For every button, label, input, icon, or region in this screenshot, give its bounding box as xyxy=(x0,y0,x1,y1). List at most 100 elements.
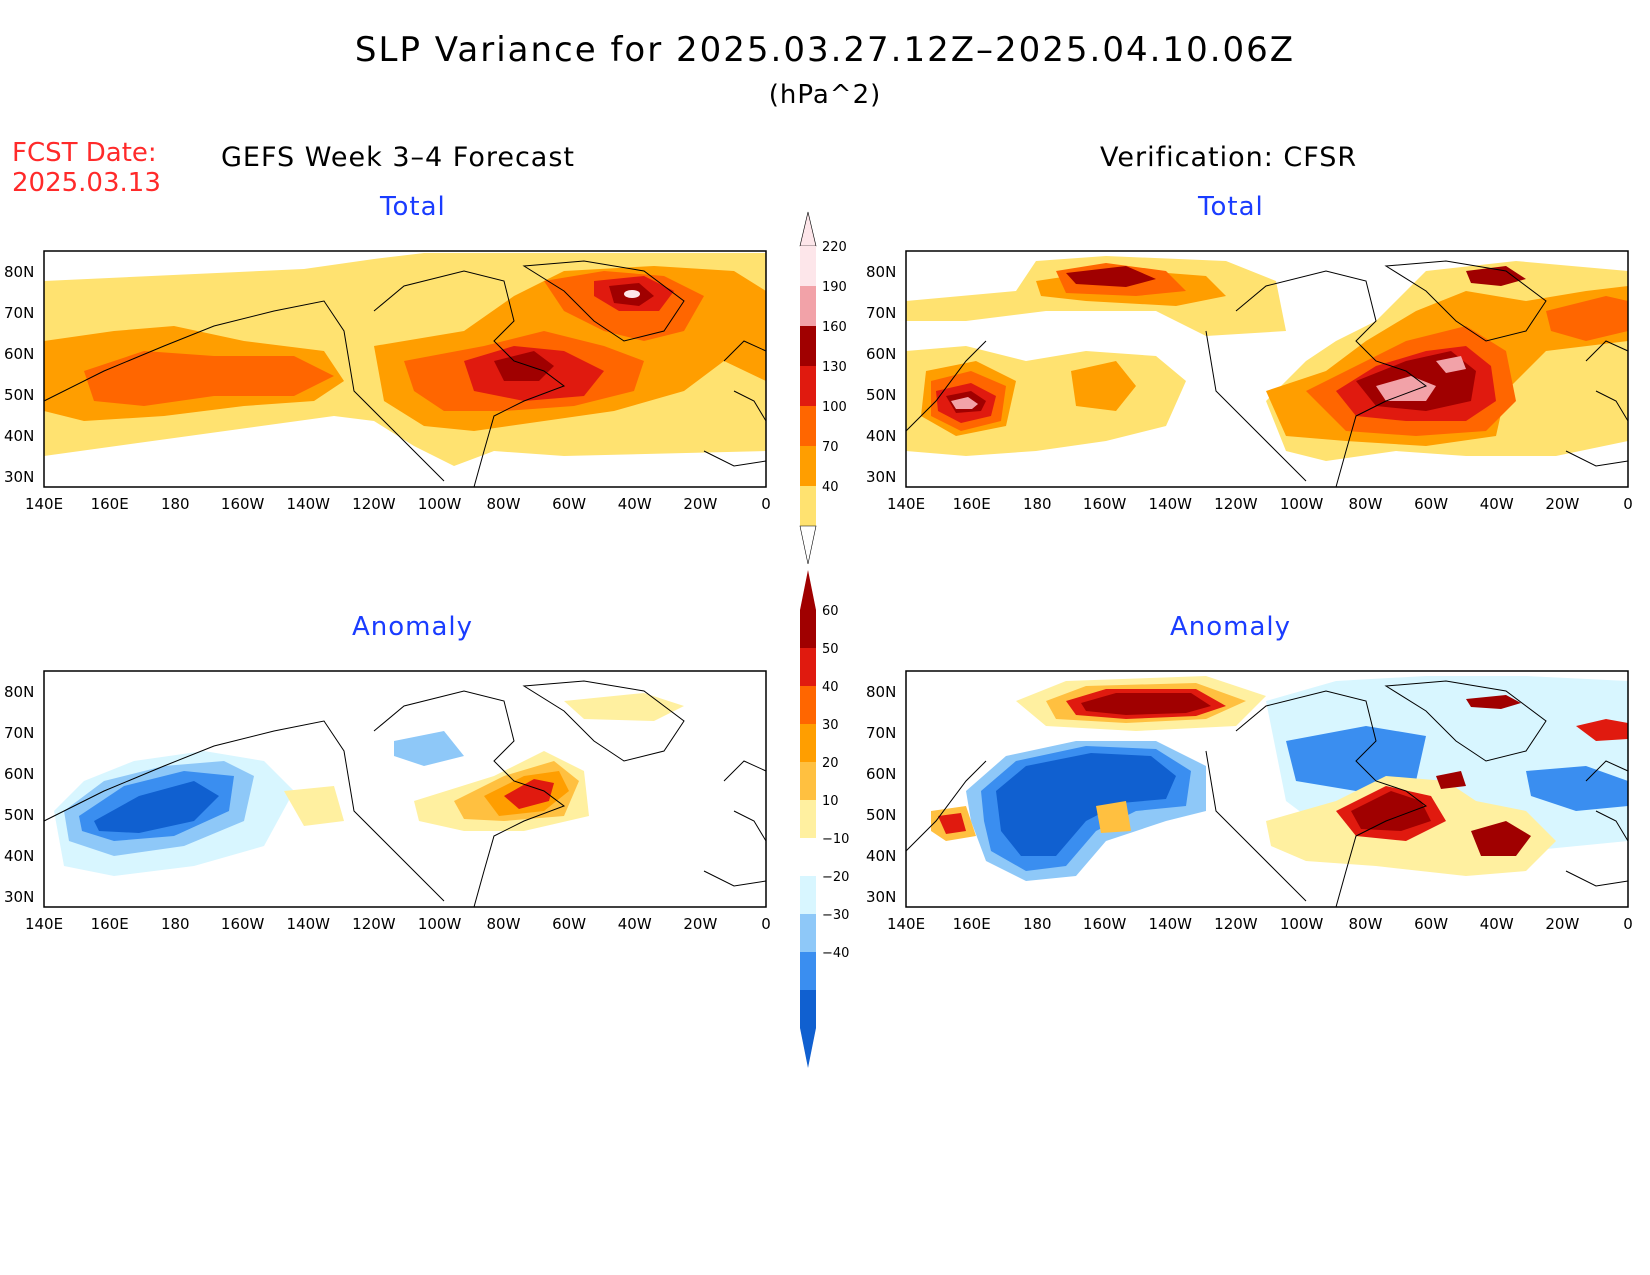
forecast-total-lon-label: 180 xyxy=(160,495,190,513)
forecast-total-lon-label: 40W xyxy=(617,495,652,513)
anomaly-colorbar-swatch xyxy=(800,610,816,648)
anomaly-colorbar-tick-label: −10 xyxy=(822,832,849,847)
forecast-total-lon-label: 100W xyxy=(417,495,462,513)
verification-total-lon-label: 0 xyxy=(1623,495,1633,513)
verification-total-field-190c xyxy=(1436,356,1466,373)
verification-total-lat-label: 30N xyxy=(866,468,897,486)
verification-total-lon-label: 180 xyxy=(1022,495,1052,513)
verification-total-lon-label: 20W xyxy=(1545,495,1580,513)
verification-anomaly-lon-label: 160E xyxy=(952,915,991,933)
anomaly-colorbar-swatch xyxy=(800,724,816,762)
forecast-total-field-220 xyxy=(624,290,640,298)
anomaly-colorbar-tick-label: −40 xyxy=(822,946,849,961)
forecast-total-title: Total xyxy=(380,192,446,222)
verification-anomaly-field-pos50d xyxy=(1576,719,1628,741)
forecast-anomaly-lon-label: 180 xyxy=(160,915,190,933)
total-colorbar-swatch xyxy=(800,446,816,486)
verification-anomaly-title: Anomaly xyxy=(1170,612,1292,642)
forecast-total-field-160 xyxy=(494,351,554,381)
verification-anomaly-lon-label: 20W xyxy=(1545,915,1580,933)
total-colorbar-swatch xyxy=(800,486,816,526)
verification-total-lon-label: 40W xyxy=(1479,495,1514,513)
anomaly-colorbar: 60 50 40 30 20 10 −10 −20 −30 −40 xyxy=(800,570,849,1068)
total-colorbar-swatch xyxy=(800,326,816,366)
forecast-anomaly-title: Anomaly xyxy=(352,612,474,642)
verification-anomaly-lat-label: 80N xyxy=(866,683,897,701)
verification-total-lat-label: 60N xyxy=(866,345,897,363)
anomaly-colorbar-swatch xyxy=(800,800,816,838)
anomaly-colorbar-swatch xyxy=(800,952,816,990)
total-colorbar-tick-label: 220 xyxy=(822,240,847,255)
figure-title: SLP Variance for 2025.03.27.12Z–2025.04.… xyxy=(354,30,1296,70)
verification-anomaly-lon-label: 100W xyxy=(1279,915,1324,933)
verification-total-lat-label: 70N xyxy=(866,304,897,322)
forecast-anomaly-field-pos10 xyxy=(284,786,344,826)
forecast-anomaly-lon-label: 140W xyxy=(286,915,330,933)
verification-total-map xyxy=(905,250,1629,488)
forecast-anomaly-lat-label: 30N xyxy=(4,888,35,906)
total-colorbar-swatch xyxy=(800,366,816,406)
total-colorbar-top-arrow xyxy=(799,211,817,247)
total-colorbar-tick-label: 190 xyxy=(822,280,847,295)
anomaly-colorbar-tick-label: 60 xyxy=(822,604,839,619)
forecast-anomaly-lat-label: 70N xyxy=(4,724,35,742)
verification-total-lon-label: 60W xyxy=(1414,495,1449,513)
forecast-total-lon-label: 160W xyxy=(220,495,265,513)
forecast-total-frame xyxy=(43,250,767,488)
verification-total-field-160c xyxy=(1066,266,1156,287)
forecast-total-lon-label: 80W xyxy=(486,495,521,513)
figure-units: (hPa^2) xyxy=(768,80,882,110)
forecast-anomaly-frame xyxy=(43,670,767,908)
verification-total-lon-label: 80W xyxy=(1348,495,1383,513)
verification-anomaly-lon-label: 180 xyxy=(1022,915,1052,933)
verification-total-field-100d xyxy=(1546,296,1628,341)
verification-anomaly-lon-label: 40W xyxy=(1479,915,1514,933)
forecast-anomaly-lon-label: 100W xyxy=(417,915,462,933)
verification-anomaly-lon-label: 160W xyxy=(1082,915,1127,933)
verification-anomaly-field-neg40 xyxy=(996,753,1176,856)
verification-anomaly-lat-label: 50N xyxy=(866,806,897,824)
verification-anomaly-field-pos60 xyxy=(1081,693,1211,715)
verification-anomaly-lat-label: 30N xyxy=(866,888,897,906)
forecast-total-lon-label: 0 xyxy=(761,495,771,513)
anomaly-colorbar-tick-label: 40 xyxy=(822,680,839,695)
anomaly-colorbar-tick-label: 30 xyxy=(822,718,839,733)
total-colorbar-swatch xyxy=(800,246,816,286)
verification-total-lat-label: 40N xyxy=(866,427,897,445)
verification-anomaly-lat-label: 70N xyxy=(866,724,897,742)
verification-anomaly-lon-label: 80W xyxy=(1348,915,1383,933)
verification-total-lon-label: 140W xyxy=(1148,495,1192,513)
anomaly-colorbar-swatch xyxy=(800,762,816,800)
forecast-anomaly-lon-label: 160E xyxy=(90,915,129,933)
forecast-total-lon-label: 140E xyxy=(24,495,64,513)
verification-anomaly-lon-label: 0 xyxy=(1623,915,1633,933)
forecast-total-lon-label: 160E xyxy=(90,495,129,513)
forecast-total-lat-label: 60N xyxy=(4,345,35,363)
forecast-anomaly-lon-label: 20W xyxy=(683,915,718,933)
forecast-anomaly-lon-label: 40W xyxy=(617,915,652,933)
anomaly-colorbar-tick-label: 20 xyxy=(822,756,839,771)
verification-total-lon-label: 160W xyxy=(1082,495,1127,513)
forecast-anomaly-lat-label: 40N xyxy=(4,847,35,865)
left-column-heading: GEFS Week 3–4 Forecast xyxy=(221,142,576,173)
forecast-total-lon-label: 140W xyxy=(286,495,330,513)
verification-anomaly-lon-label: 140W xyxy=(1148,915,1192,933)
anomaly-colorbar-swatch xyxy=(800,686,816,724)
total-colorbar-swatch xyxy=(800,286,816,326)
forecast-total-lon-label: 20W xyxy=(683,495,718,513)
verification-total-lon-label: 160E xyxy=(952,495,991,513)
verification-anomaly-field-neg30c xyxy=(1526,766,1628,811)
anomaly-colorbar-bottom-arrow xyxy=(800,1028,816,1068)
anomaly-colorbar-swatch xyxy=(800,876,816,914)
verification-total-field-70c xyxy=(1071,361,1136,411)
forecast-anomaly-lon-label: 0 xyxy=(761,915,771,933)
fcst-date-label: FCST Date: xyxy=(12,138,157,168)
anomaly-colorbar-tick-label: −20 xyxy=(822,870,849,885)
forecast-anomaly-field-neg40 xyxy=(94,781,219,833)
forecast-anomaly-lon-label: 60W xyxy=(552,915,587,933)
forecast-total-lat-label: 30N xyxy=(4,468,35,486)
verification-total-lat-label: 50N xyxy=(866,386,897,404)
verification-total-coastline xyxy=(905,260,1629,488)
forecast-total-lat-label: 40N xyxy=(4,427,35,445)
verification-anomaly-field-pos50b xyxy=(938,813,966,834)
